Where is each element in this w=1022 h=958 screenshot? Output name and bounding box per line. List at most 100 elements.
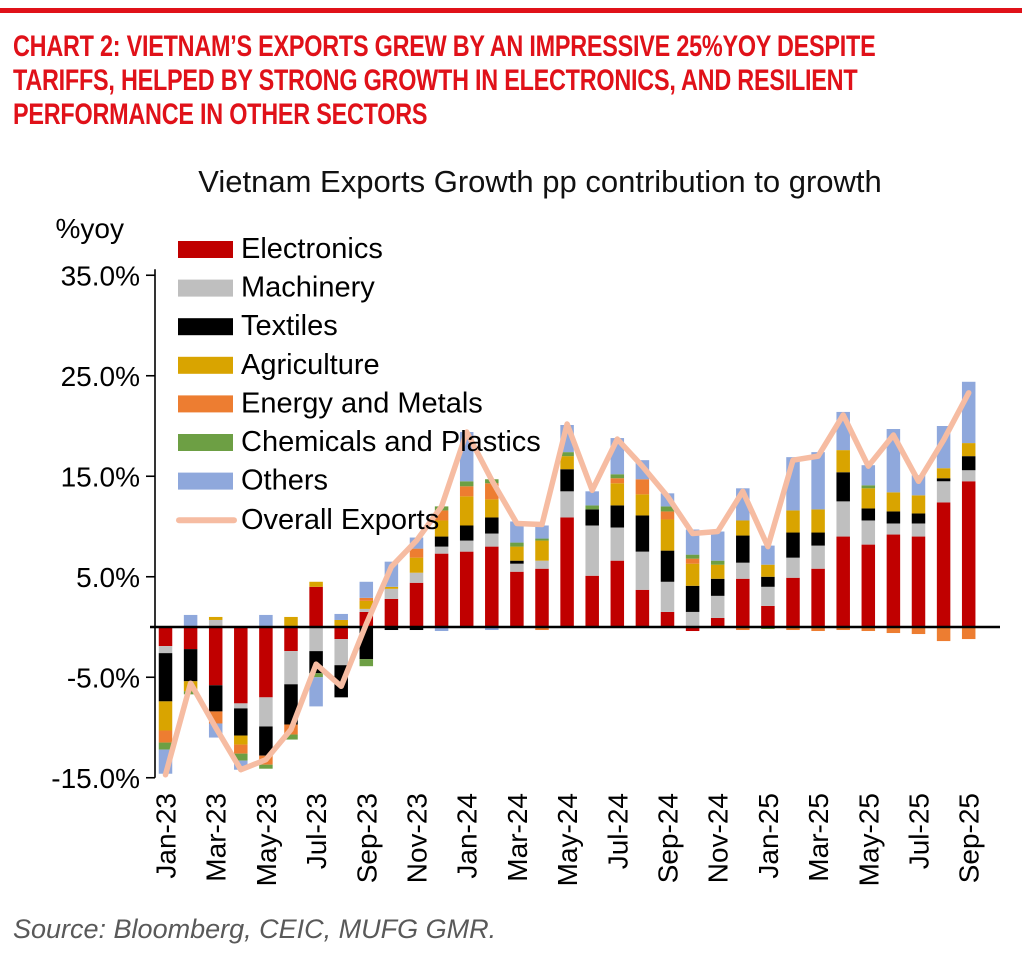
- bar-segment-electronics: [736, 578, 750, 627]
- bar-segment-others: [535, 525, 549, 539]
- bar-segment-chemicals_plastics: [234, 753, 248, 761]
- bar-segment-electronics: [208, 627, 223, 686]
- bar-segment-others: [585, 491, 599, 506]
- bar-segment-electronics: [459, 551, 474, 627]
- bar-segment-machinery: [761, 586, 775, 606]
- bar-segment-energy_metals: [158, 730, 173, 743]
- bar-segment-agriculture: [811, 509, 825, 533]
- legend-label-electronics: Electronics: [241, 233, 383, 265]
- bar-segment-textiles: [409, 627, 424, 631]
- y-tick-label: -15.0%: [51, 763, 140, 794]
- bar-segment-textiles: [208, 685, 223, 712]
- bar-segment-energy_metals: [635, 479, 650, 495]
- bar-segment-machinery: [535, 560, 549, 569]
- bar-segment-others: [183, 614, 198, 627]
- x-tick-label: Jul-24: [602, 793, 633, 869]
- bar-segment-machinery: [736, 562, 750, 579]
- bar-segment-machinery: [911, 523, 926, 537]
- bar-segment-machinery: [635, 551, 650, 590]
- x-tick-label: Sep-23: [351, 793, 382, 883]
- bar-segment-energy_metals: [359, 597, 374, 601]
- bar-segment-textiles: [961, 456, 976, 471]
- bar-segment-electronics: [660, 611, 675, 627]
- bar-segment-energy_metals: [861, 627, 876, 632]
- bar-segment-agriculture: [736, 520, 750, 536]
- x-tick-label: Sep-24: [653, 793, 684, 883]
- bar-segment-electronics: [761, 605, 775, 627]
- bar-segment-others: [334, 613, 348, 620]
- legend-swatch-chemicals_plastics: [178, 434, 233, 451]
- x-tick-label: Mar-25: [803, 793, 834, 882]
- bar-segment-agriculture: [409, 557, 424, 573]
- chart-heading-line1: CHART 2: VIETNAM’S EXPORTS GREW BY AN IM…: [13, 30, 876, 63]
- bar-segment-agriculture: [936, 468, 951, 479]
- bar-segment-energy_metals: [786, 627, 800, 631]
- bar-segment-agriculture: [786, 510, 800, 533]
- bar-segment-others: [811, 452, 825, 510]
- bar-segment-others: [434, 627, 449, 632]
- chart-heading-line3: PERFORMANCE IN OTHER SECTORS: [13, 98, 428, 131]
- bar-segment-energy_metals: [886, 627, 901, 634]
- overall-exports-line: [162, 390, 972, 778]
- bar-segment-chemicals_plastics: [510, 542, 524, 547]
- bar-segment-textiles: [585, 509, 599, 526]
- bar-segment-agriculture: [208, 616, 223, 620]
- bar-segment-agriculture: [284, 616, 298, 627]
- bar-segment-energy_metals: [736, 627, 750, 631]
- bar-segment-others: [485, 627, 499, 631]
- bar-segment-electronics: [936, 502, 951, 627]
- bar-segment-chemicals_plastics: [309, 673, 323, 678]
- bar-segment-electronics: [685, 627, 700, 632]
- bar-segment-agriculture: [560, 456, 574, 470]
- source-note: Source: Bloomberg, CEIC, MUFG GMR.: [13, 914, 497, 944]
- bar-segment-machinery: [359, 608, 374, 612]
- bar-segment-electronics: [811, 568, 825, 627]
- bar-segment-energy_metals: [961, 627, 976, 640]
- bar-segment-chemicals_plastics: [158, 742, 173, 750]
- x-tick-label: Sep-25: [954, 793, 985, 883]
- bar-segment-electronics: [786, 577, 800, 627]
- legend-swatch-others: [178, 472, 233, 490]
- bar-segment-electronics: [384, 598, 399, 627]
- bar-segment-others: [761, 545, 775, 565]
- bar-segment-chemicals_plastics: [585, 505, 599, 510]
- bar-segment-others: [861, 465, 876, 486]
- bar-segment-chemicals_plastics: [560, 452, 574, 457]
- bar-segment-textiles: [635, 515, 650, 552]
- bar-segment-textiles: [836, 472, 850, 502]
- bar-segment-agriculture: [886, 492, 901, 512]
- bar-segment-machinery: [961, 470, 976, 482]
- bar-segment-textiles: [886, 511, 901, 524]
- bar-segment-agriculture: [710, 564, 725, 579]
- bar-segment-machinery: [786, 557, 800, 578]
- y-tick-label: 35.0%: [61, 260, 140, 291]
- chart-heading-line2: TARIFFS, HELPED BY STRONG GROWTH IN ELEC…: [13, 64, 858, 97]
- x-tick-label: Jan-23: [151, 793, 182, 879]
- legend-swatch-agriculture: [178, 356, 233, 374]
- bar-segment-agriculture: [911, 495, 926, 514]
- bar-segment-chemicals_plastics: [660, 506, 675, 512]
- bar-segment-machinery: [811, 545, 825, 569]
- bar-segment-electronics: [259, 627, 273, 698]
- x-tick-label: May-23: [251, 793, 282, 886]
- bar-segment-textiles: [183, 649, 198, 682]
- bar-segment-machinery: [234, 703, 248, 709]
- y-tick-label: 25.0%: [61, 361, 140, 392]
- bar-segment-chemicals_plastics: [459, 481, 474, 487]
- bar-segment-agriculture: [635, 494, 650, 516]
- bar-segment-energy_metals: [911, 627, 926, 635]
- bar-segment-others: [259, 614, 273, 627]
- bar-segment-agriculture: [434, 520, 449, 537]
- legend-label-chemicals_plastics: Chemicals and Plastics: [241, 426, 541, 458]
- bar-segment-machinery: [284, 651, 298, 685]
- bar-segment-machinery: [510, 563, 524, 572]
- legend-label-agriculture: Agriculture: [241, 349, 380, 381]
- bar-segment-electronics: [485, 546, 499, 627]
- bar-segment-machinery: [886, 523, 901, 535]
- bar-segment-agriculture: [359, 600, 374, 609]
- bar-segment-electronics: [961, 481, 976, 627]
- bar-segment-machinery: [660, 581, 675, 612]
- x-tick-label: Nov-24: [703, 793, 734, 883]
- bar-segment-energy_metals: [409, 548, 424, 558]
- bar-segment-electronics: [585, 575, 599, 627]
